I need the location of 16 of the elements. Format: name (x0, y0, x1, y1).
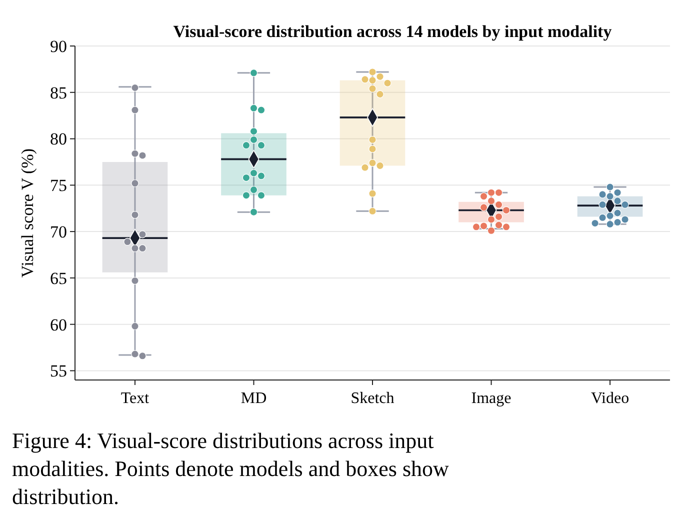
y-tick-label: 90 (50, 36, 67, 56)
y-tick-label: 55 (50, 362, 67, 381)
chart-title: Visual-score distribution across 14 models by input modality (173, 22, 612, 41)
x-tick-label: Video (590, 390, 630, 407)
y-tick-label: 85 (50, 83, 67, 102)
x-tick-label: Text (120, 390, 150, 407)
y-axis-title: Visual score V (%) (18, 148, 37, 278)
y-tick-label: 65 (50, 268, 67, 288)
caption: Figure 4: Visual-score distributions across input modalities. Points denote models and boxes show distribution. (12, 428, 450, 509)
y-tick-label: 80 (50, 130, 67, 149)
y-tick-label: 70 (50, 222, 67, 242)
x-tick-label: Image (471, 390, 512, 407)
x-tick-label: MD (240, 390, 267, 407)
x-tick-label: Sketch (350, 390, 394, 407)
y-tick-label: 60 (50, 315, 67, 334)
y-tick-label: 75 (50, 176, 67, 196)
